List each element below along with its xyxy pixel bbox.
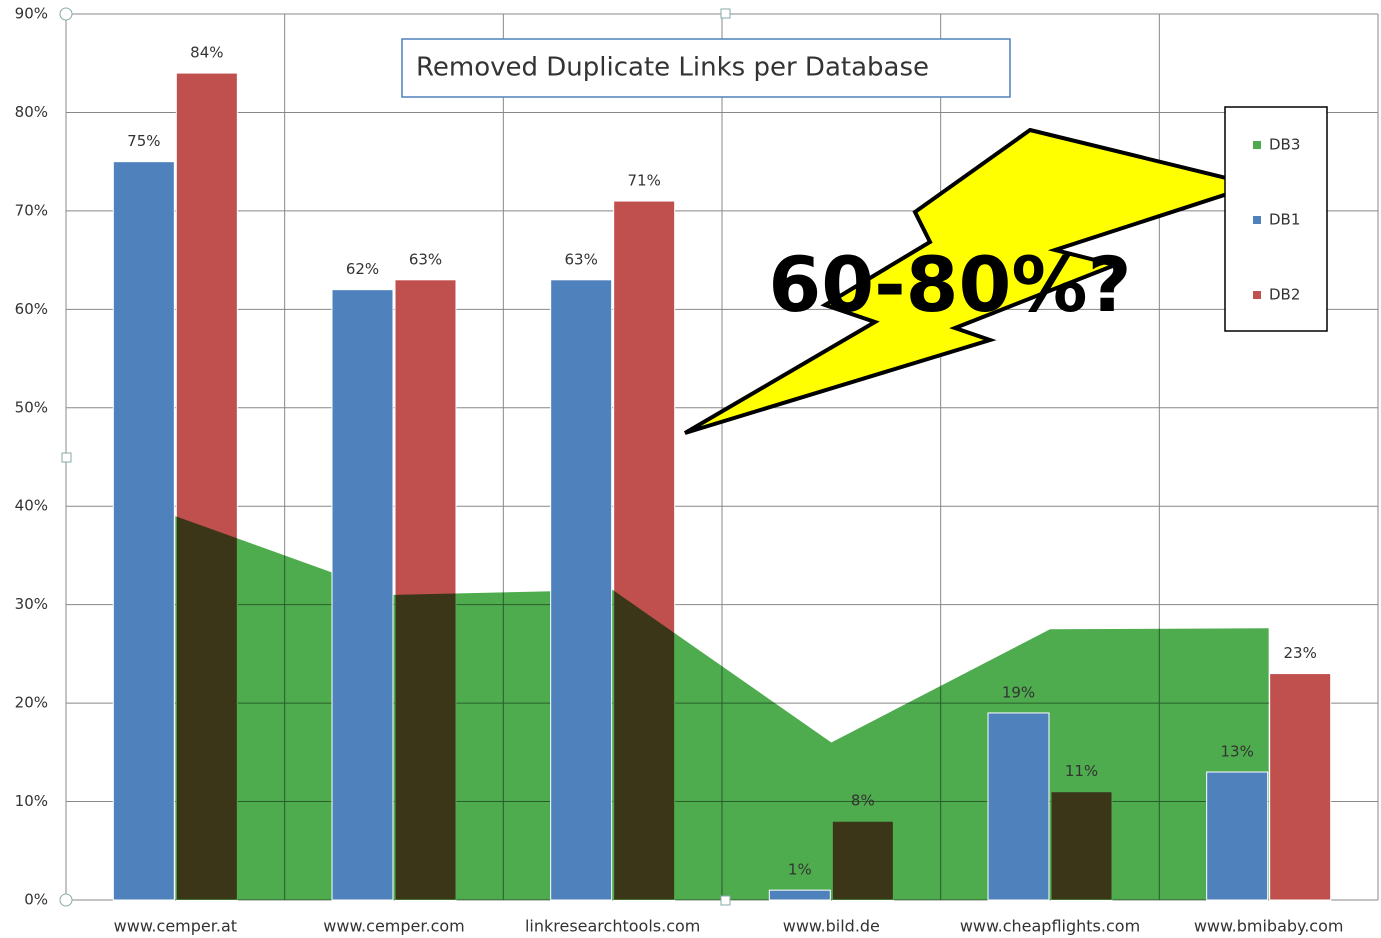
- x-tick-label: www.bmibaby.com: [1194, 917, 1344, 936]
- title-box: [401, 38, 1011, 98]
- y-tick-label: 50%: [15, 398, 48, 416]
- legend-label: DB2: [1269, 286, 1300, 304]
- y-tick-label: 10%: [15, 792, 48, 810]
- data-label: 63%: [564, 250, 597, 268]
- x-tick-label: www.cemper.at: [114, 917, 237, 936]
- y-tick-label: 0%: [24, 891, 48, 909]
- annotation: 60-80%?: [768, 240, 1131, 329]
- bar: [987, 712, 1050, 901]
- data-label: 71%: [627, 172, 660, 190]
- legend-swatch: [1253, 291, 1261, 299]
- x-tick-label: linkresearchtools.com: [525, 917, 700, 936]
- x-tick-label: www.cemper.com: [323, 917, 464, 936]
- lightning-bolt: [683, 127, 1263, 435]
- bar: [112, 161, 175, 901]
- bar: [331, 289, 394, 901]
- legend-swatch: [1253, 141, 1261, 149]
- data-label: 1%: [788, 861, 812, 879]
- x-tick-label: www.bild.de: [783, 917, 880, 936]
- handle: [61, 452, 72, 463]
- data-label: 8%: [851, 792, 875, 810]
- front-bars: [112, 161, 1269, 901]
- legend-swatch: [1253, 216, 1261, 224]
- y-tick-label: 70%: [15, 201, 48, 219]
- bar: [1269, 673, 1332, 901]
- handle: [720, 8, 731, 19]
- handle: [720, 895, 731, 906]
- y-tick-label: 40%: [15, 497, 48, 515]
- data-label: 19%: [1002, 683, 1035, 701]
- data-label: 23%: [1283, 644, 1316, 662]
- chart-title: Removed Duplicate Links per Database: [416, 53, 929, 83]
- y-tick-label: 30%: [15, 595, 48, 613]
- legend-label: DB3: [1269, 136, 1300, 154]
- data-label: 13%: [1220, 743, 1253, 761]
- data-label: 84%: [190, 44, 223, 62]
- y-tick-label: 20%: [15, 694, 48, 712]
- handle: [59, 7, 73, 21]
- y-tick-label: 80%: [15, 103, 48, 121]
- bar: [550, 279, 613, 901]
- data-label: 75%: [127, 132, 160, 150]
- data-label: 62%: [346, 260, 379, 278]
- y-tick-label: 60%: [15, 300, 48, 318]
- legend-box: [1224, 106, 1328, 332]
- bar: [1206, 771, 1269, 901]
- x-tick-label: www.cheapflights.com: [960, 917, 1140, 936]
- handle: [59, 893, 73, 907]
- labels: 0% 10% 20% 30% 40% 50% 60% 70% 80% 90% www.cemper.…: [15, 5, 1344, 936]
- y-tick-label: 90%: [15, 5, 48, 23]
- legend: DB3 DB1 DB2: [1253, 136, 1300, 304]
- data-label: 11%: [1065, 762, 1098, 780]
- bar: [768, 889, 831, 901]
- data-label: 63%: [409, 250, 442, 268]
- legend-label: DB1: [1269, 211, 1300, 229]
